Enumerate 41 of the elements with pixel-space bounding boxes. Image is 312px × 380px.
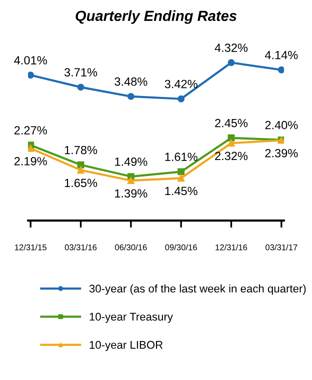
point xyxy=(228,134,235,142)
data-label: 1.39% xyxy=(115,189,148,198)
data-label: 4.01% xyxy=(14,56,47,64)
point xyxy=(77,84,84,91)
point xyxy=(178,174,185,182)
x-tick-label: 09/30/16 xyxy=(165,244,197,250)
data-label: 2.39% xyxy=(265,148,298,158)
point xyxy=(28,72,34,79)
data-label: 1.49% xyxy=(115,158,148,166)
point xyxy=(178,168,185,176)
point xyxy=(127,92,134,100)
x-tick-label: 06/30/16 xyxy=(115,244,147,250)
data-label: 2.32% xyxy=(215,152,248,160)
data-label: 2.40% xyxy=(265,120,298,130)
data-label: 1.45% xyxy=(165,186,198,196)
x-tick-label: 12/31/15 xyxy=(15,244,46,250)
point xyxy=(77,166,84,174)
data-label: 4.32% xyxy=(214,44,248,52)
data-label: 2.19% xyxy=(14,157,47,166)
data-label: 1.61% xyxy=(165,152,198,162)
point xyxy=(228,59,235,66)
point xyxy=(278,66,284,74)
data-label: 3.42% xyxy=(164,80,198,88)
legend-label: 10-year Treasury xyxy=(90,312,173,323)
legend-label: 30-year (as of the last week in each quarter) xyxy=(89,284,306,295)
data-label: 2.45% xyxy=(215,118,248,128)
data-label: 3.48% xyxy=(114,77,148,86)
point xyxy=(28,144,34,152)
legend-label: 10-year LIBOR xyxy=(90,340,163,351)
data-label: 4.14% xyxy=(264,50,298,60)
data-label: 2.27% xyxy=(14,126,47,134)
data-label: 1.65% xyxy=(64,178,98,188)
data-label: 3.71% xyxy=(64,68,98,77)
data-label: 1.78% xyxy=(64,146,98,154)
point xyxy=(127,177,134,184)
x-tick-label: 12/31/16 xyxy=(216,244,248,250)
chart-title: Quarterly Ending Rates xyxy=(76,10,237,24)
point xyxy=(178,95,185,102)
x-tick-label: 03/31/17 xyxy=(266,244,298,250)
x-tick-label: 03/31/16 xyxy=(64,244,97,250)
point xyxy=(228,140,235,147)
